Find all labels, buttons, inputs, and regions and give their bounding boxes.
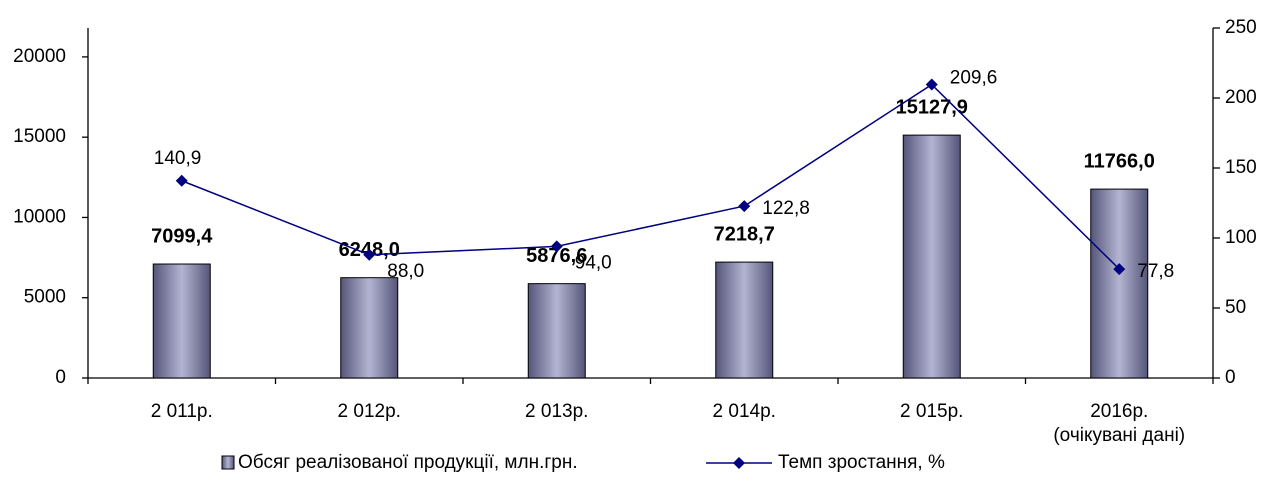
line-marker — [175, 174, 188, 187]
legend-label: Темп зростання, % — [778, 452, 945, 473]
x-tick-label: 2 011р. — [151, 401, 213, 422]
line-marker — [1113, 263, 1126, 276]
y-tick-label: 5000 — [24, 287, 66, 308]
bar — [527, 283, 586, 379]
y-tick-label: 15000 — [13, 126, 66, 147]
bar — [902, 134, 961, 379]
y-tick-label: 20000 — [13, 46, 66, 67]
line-value-label: 140,9 — [154, 148, 202, 169]
line-value-label: 122,8 — [762, 198, 810, 219]
y-tick-label: 0 — [55, 367, 66, 388]
line-marker — [550, 240, 563, 253]
bar — [1090, 188, 1149, 379]
line-value-label: 88,0 — [387, 261, 424, 282]
y2-tick-label: 200 — [1225, 87, 1257, 108]
bar — [152, 263, 211, 379]
y2-tick-label: 0 — [1225, 367, 1236, 388]
line-marker — [363, 248, 376, 261]
x-tick-label: 2 013р. — [525, 401, 588, 422]
line-value-label: 209,6 — [950, 68, 998, 89]
legend-label: Обсяг реалізованої продукції, млн.грн. — [238, 452, 578, 473]
bar — [340, 277, 399, 379]
y2-tick-label: 100 — [1225, 227, 1257, 248]
legend-marker — [733, 457, 745, 469]
x-tick-label: 2 015р. — [900, 401, 963, 422]
y2-tick-label: 250 — [1225, 17, 1257, 38]
line-value-label: 77,8 — [1137, 261, 1174, 282]
x-tick-label: 2 014р. — [713, 401, 776, 422]
bar-value-label: 5876,6 — [526, 245, 587, 267]
line — [181, 83, 1120, 270]
bar-value-label: 7099,4 — [151, 225, 213, 247]
bar-value-label: 15127,9 — [896, 96, 968, 118]
x-tick-label: 2016р. (очікувані дані) — [1053, 401, 1185, 446]
legend-swatch — [221, 455, 235, 470]
line-marker — [925, 78, 938, 91]
y-tick-label: 10000 — [13, 206, 66, 227]
x-tick-label: 2 012р. — [338, 401, 401, 422]
line-value-label: 94,0 — [575, 252, 612, 273]
y2-tick-label: 50 — [1225, 297, 1246, 318]
bar-value-label: 11766,0 — [1084, 150, 1155, 172]
y2-tick-label: 150 — [1225, 157, 1257, 178]
bar-value-label: 7218,7 — [714, 223, 775, 245]
bar — [715, 261, 774, 379]
line-marker — [738, 200, 751, 213]
